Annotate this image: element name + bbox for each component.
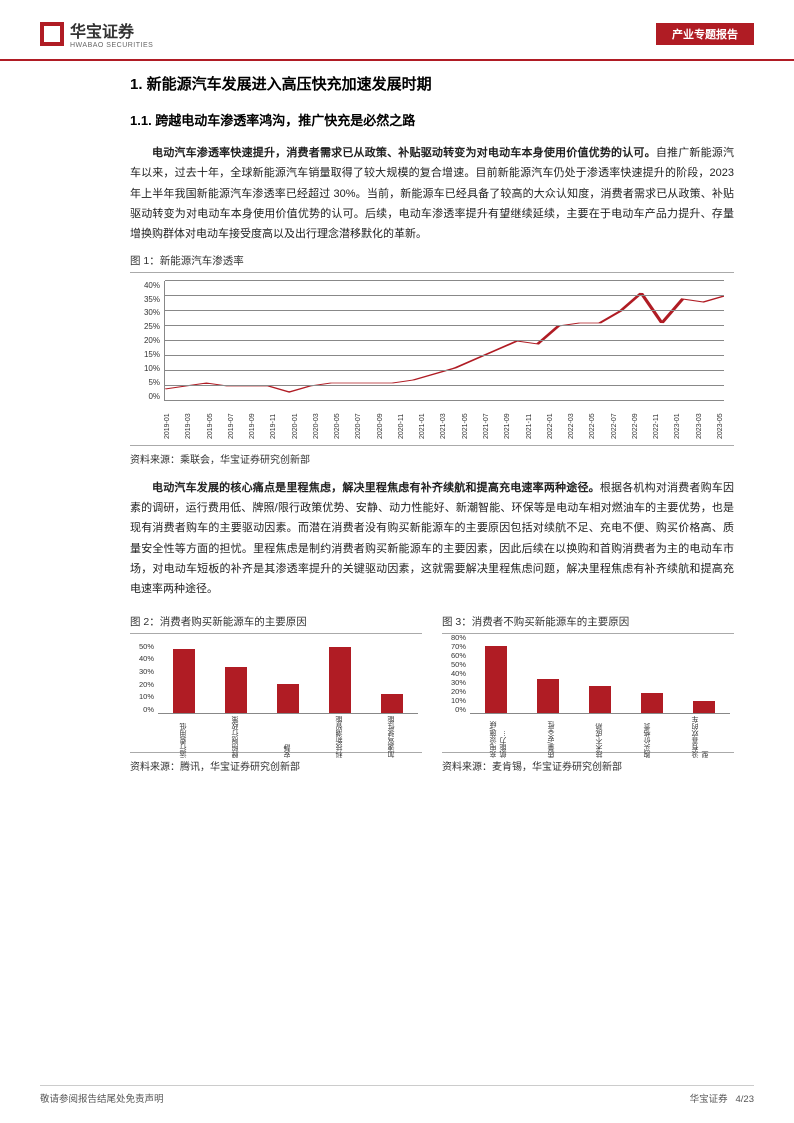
content-body: 1. 新能源汽车发展进入高压快充加速发展时期 1.1. 跨越电动车渗透率鸿沟，推… xyxy=(0,61,794,785)
paragraph-1: 电动汽车渗透率快速提升，消费者需求已从政策、补贴驱动转变为对电动车本身使用价值优… xyxy=(130,143,734,245)
page-footer: 敬请参阅报告结尾处免责声明 华宝证券 4/23 xyxy=(40,1085,754,1105)
logo: 华宝证券 HWABAO SECURITIES xyxy=(40,18,153,49)
logo-en: HWABAO SECURITIES xyxy=(70,42,153,49)
para2-rest: 根据各机构对消费者购车因素的调研，运行费用低、牌照/限行政策优势、安静、动力性能… xyxy=(130,482,734,596)
paragraph-2: 电动汽车发展的核心痛点是里程焦虑，解决里程焦虑有补齐续航和提高充电速率两种途径。… xyxy=(130,478,734,600)
fig2-y-axis: 0%10%20%30%40%50% xyxy=(130,642,154,714)
fig2-plot-area xyxy=(158,642,418,714)
footer-disclaimer: 敬请参阅报告结尾处免责声明 xyxy=(40,1091,164,1105)
fig1-y-axis: 0%5%10%15%20%25%30%35%40% xyxy=(134,281,160,401)
footer-company: 华宝证券 xyxy=(690,1094,728,1105)
fig3-x-axis: 充电设施/续航能力…质量/安全性技术不成熟购买价格贵没有喜欢的车型 xyxy=(470,716,730,758)
fig1-x-axis: 2019-012019-032019-052019-072019-092019-… xyxy=(164,403,724,439)
para2-bold: 电动汽车发展的核心痛点是里程焦虑，解决里程焦虑有补齐续航和提高充电速率两种途径。 xyxy=(152,482,600,494)
heading-1: 1. 新能源汽车发展进入高压快充加速发展时期 xyxy=(130,73,734,94)
fig2-title: 图 2：消费者购买新能源车的主要原因 xyxy=(130,614,422,629)
para1-rest: 自推广新能源汽车以来，过去十年，全球新能源汽车销量取得了较大规模的复合增速。目前… xyxy=(130,147,734,240)
fig1-chart: 0%5%10%15%20%25%30%35%40% 2019-012019-03… xyxy=(130,272,734,446)
fig3-y-axis: 0%10%20%30%40%50%60%70%80% xyxy=(442,642,466,714)
fig3-title: 图 3：消费者不购买新能源车的主要原因 xyxy=(442,614,734,629)
fig2-source: 资料来源：腾讯，华宝证券研究创新部 xyxy=(130,758,422,773)
fig1-line xyxy=(165,281,724,401)
heading-2: 1.1. 跨越电动车渗透率鸿沟，推广快充是必然之路 xyxy=(130,110,734,129)
footer-page: 4/23 xyxy=(736,1094,755,1105)
fig1-plot-area xyxy=(164,281,724,401)
page-header: 华宝证券 HWABAO SECURITIES 产业专题报告 xyxy=(0,0,794,61)
fig3-source: 资料来源：麦肯锡，华宝证券研究创新部 xyxy=(442,758,734,773)
logo-cn: 华宝证券 xyxy=(70,18,153,42)
fig1-source: 资料来源：乘联会，华宝证券研究创新部 xyxy=(130,451,734,466)
fig3-chart: 0%10%20%30%40%50%60%70%80% 充电设施/续航能力…质量/… xyxy=(442,633,734,753)
logo-icon xyxy=(40,22,64,46)
fig1-title: 图 1：新能源汽车渗透率 xyxy=(130,253,734,268)
fig3-plot-area xyxy=(470,642,730,714)
para1-bold: 电动汽车渗透率快速提升，消费者需求已从政策、补贴驱动转变为对电动车本身使用价值优… xyxy=(152,147,656,159)
report-tag: 产业专题报告 xyxy=(656,23,754,45)
fig2-chart: 0%10%20%30%40%50% 运行费用低牌照限行政策安静科技新潮智能加速驾… xyxy=(130,633,422,753)
fig2-x-axis: 运行费用低牌照限行政策安静科技新潮智能加速驾驶性能 xyxy=(158,716,418,758)
